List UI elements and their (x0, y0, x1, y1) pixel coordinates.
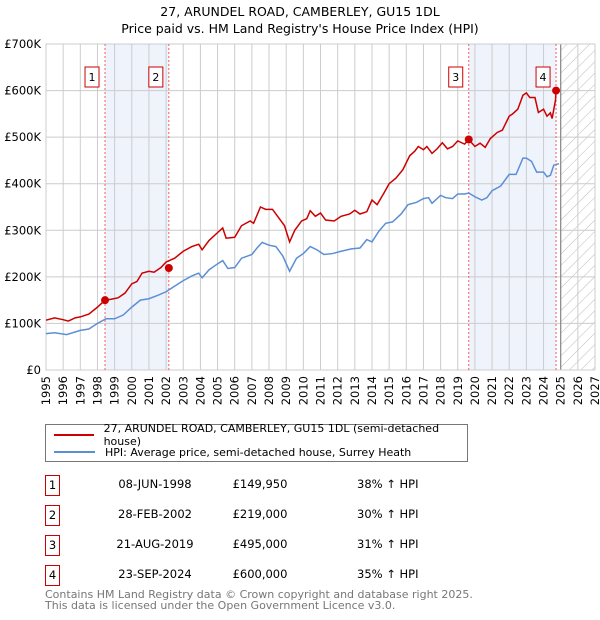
sale-label-2: 2 (152, 71, 159, 84)
x-tick-label: 2008 (262, 376, 276, 405)
sale-point-3 (464, 135, 473, 144)
sale-price: £600,000 (232, 567, 288, 581)
legend-swatch-red (54, 434, 94, 436)
x-tick-label: 2010 (296, 376, 310, 405)
sale-label-box-1 (84, 66, 100, 88)
sale-number: 1 (45, 475, 60, 496)
x-tick-label: 2027 (588, 376, 600, 405)
x-tick-label: 2005 (211, 376, 225, 405)
y-tick-label: £400K (4, 177, 41, 191)
sale-hpi-change: 30% ↑ HPI (357, 507, 419, 521)
plot-frame (45, 43, 596, 371)
sale-point-4 (552, 86, 561, 95)
sale-label-box-4 (535, 66, 551, 88)
hpi-line (45, 157, 560, 336)
chart-title: 27, ARUNDEL ROAD, CAMBERLEY, GU15 1DL (160, 4, 440, 19)
sale-hpi-change: 35% ↑ HPI (357, 567, 419, 581)
legend-item-property: 27, ARUNDEL ROAD, CAMBERLEY, GU15 1DL (s… (54, 422, 467, 448)
sale-row: 2 28-FEB-2002 £219,000 30% ↑ HPI (45, 505, 465, 526)
y-tick-label: £0 (26, 363, 41, 377)
sale-number: 2 (45, 505, 60, 526)
y-tick-label: £300K (4, 223, 41, 237)
sale-hpi-change: 31% ↑ HPI (357, 537, 419, 551)
sale-date: 23-SEP-2024 (118, 567, 192, 581)
x-tick-label: 1999 (108, 376, 122, 405)
x-tick-label: 2001 (142, 376, 156, 405)
x-tick-label: 2025 (554, 376, 568, 405)
x-tick-label: 2002 (159, 376, 173, 405)
sale-row: 1 08-JUN-1998 £149,950 38% ↑ HPI (45, 475, 465, 496)
sale-label-3: 3 (452, 71, 459, 84)
sale-point-1 (101, 296, 110, 305)
sale-date: 28-FEB-2002 (118, 507, 192, 521)
x-tick-label: 1997 (73, 376, 87, 405)
y-tick-label: £500K (4, 130, 41, 144)
x-tick-label: 2019 (451, 376, 465, 405)
sale-row: 3 21-AUG-2019 £495,000 31% ↑ HPI (45, 535, 465, 556)
footer-line-1: Contains HM Land Registry data © Crown c… (45, 588, 473, 601)
y-tick-label: £100K (4, 316, 41, 330)
y-tick-label: £600K (4, 84, 41, 98)
price-paid-line (45, 90, 557, 322)
chart-subtitle: Price paid vs. HM Land Registry's House … (121, 21, 479, 36)
x-tick-label: 2026 (571, 376, 585, 405)
x-tick-label: 2018 (434, 376, 448, 405)
x-tick-label: 2006 (228, 376, 242, 405)
sale-label-box-3 (448, 66, 464, 88)
sale-date: 08-JUN-1998 (118, 477, 192, 491)
legend-label: HPI: Average price, semi-detached house,… (105, 445, 412, 459)
sale-hpi-change: 38% ↑ HPI (357, 477, 419, 491)
x-tick-label: 2011 (314, 376, 328, 405)
shaded-period-1 (105, 44, 169, 370)
plot-area: 1995 1996 1997 1998 1999 2000 2001 2002 2003 2004… (4, 37, 600, 405)
legend-item-hpi: HPI: Average price, semi-detached house,… (54, 444, 411, 460)
sale-label-4: 4 (540, 71, 547, 84)
x-tick-label: 2012 (331, 376, 345, 405)
x-tick-label: 2021 (485, 376, 499, 405)
x-tick-label: 1998 (90, 376, 104, 405)
x-tick-label: 2024 (537, 376, 551, 405)
y-tick-label: £200K (4, 270, 41, 284)
x-tick-label: 2004 (193, 376, 207, 405)
sale-number: 4 (45, 565, 60, 586)
y-tick-label: £700K (4, 37, 41, 51)
legend-label: 27, ARUNDEL ROAD, CAMBERLEY, GU15 1DL (s… (103, 422, 440, 448)
x-tick-label: 2023 (519, 376, 533, 405)
sale-row: 4 23-SEP-2024 £600,000 35% ↑ HPI (45, 565, 465, 586)
x-tick-label: 2013 (348, 376, 362, 405)
x-tick-label: 2017 (416, 376, 430, 405)
sale-label-1: 1 (89, 71, 96, 84)
x-tick-label: 2007 (245, 376, 259, 405)
x-tick-label: 2000 (125, 376, 139, 405)
x-tick-label: 2022 (502, 376, 516, 405)
x-tick-label: 2020 (468, 376, 482, 405)
x-tick-label: 2016 (399, 376, 413, 405)
shaded-period-2 (468, 44, 557, 370)
footer-line-2: This data is licensed under the Open Gov… (45, 599, 396, 612)
x-tick-label: 1995 (39, 376, 53, 405)
x-tick-label: 2003 (176, 376, 190, 405)
x-tick-label: 2009 (279, 376, 293, 405)
x-tick-label: 2014 (365, 376, 379, 405)
legend: 27, ARUNDEL ROAD, CAMBERLEY, GU15 1DL (s… (45, 422, 468, 462)
sale-label-box-2 (148, 66, 164, 88)
sale-number: 3 (45, 535, 60, 556)
sale-point-2 (164, 264, 173, 273)
sale-date: 21-AUG-2019 (116, 537, 194, 551)
legend-swatch-blue (54, 451, 95, 453)
sale-price: £149,950 (232, 477, 288, 491)
x-tick-label: 1996 (56, 376, 70, 405)
x-tick-label: 2015 (382, 376, 396, 405)
sale-price: £219,000 (232, 507, 288, 521)
sale-price: £495,000 (232, 537, 288, 551)
